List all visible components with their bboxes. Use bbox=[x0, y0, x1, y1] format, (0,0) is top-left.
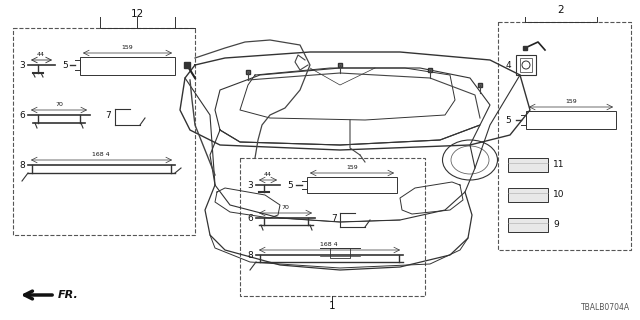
Text: FR.: FR. bbox=[58, 290, 79, 300]
Text: 3: 3 bbox=[247, 180, 253, 189]
Bar bbox=[526, 111, 616, 129]
Text: 70: 70 bbox=[281, 205, 289, 210]
Text: 8: 8 bbox=[19, 161, 25, 170]
Text: 159: 159 bbox=[565, 99, 577, 104]
Bar bbox=[516, 55, 536, 75]
Text: 11: 11 bbox=[553, 159, 564, 169]
Text: 8: 8 bbox=[247, 251, 253, 260]
Text: 12: 12 bbox=[131, 9, 143, 19]
Bar bbox=[498, 22, 631, 250]
Text: 5: 5 bbox=[505, 116, 511, 124]
Text: 2: 2 bbox=[557, 5, 564, 15]
Text: 5: 5 bbox=[62, 60, 68, 69]
Text: 10: 10 bbox=[553, 189, 564, 198]
Text: 168 4: 168 4 bbox=[320, 242, 338, 247]
Text: 70: 70 bbox=[55, 102, 63, 107]
Text: TBALB0704A: TBALB0704A bbox=[581, 303, 630, 312]
Bar bbox=[307, 177, 397, 193]
Text: 4: 4 bbox=[505, 60, 511, 69]
Text: 6: 6 bbox=[247, 213, 253, 222]
Bar bbox=[80, 57, 175, 75]
Text: 7: 7 bbox=[105, 110, 111, 119]
Text: 1: 1 bbox=[329, 301, 335, 311]
Text: 44: 44 bbox=[37, 52, 45, 57]
FancyBboxPatch shape bbox=[508, 218, 548, 232]
Bar bbox=[240, 158, 425, 296]
Text: 168 4: 168 4 bbox=[92, 152, 110, 157]
Text: 5: 5 bbox=[287, 180, 293, 189]
Bar bbox=[330, 248, 350, 258]
Text: 3: 3 bbox=[19, 60, 25, 69]
FancyBboxPatch shape bbox=[508, 158, 548, 172]
Bar bbox=[520, 58, 532, 72]
FancyBboxPatch shape bbox=[508, 188, 548, 202]
Ellipse shape bbox=[522, 61, 530, 69]
Text: 7: 7 bbox=[331, 213, 337, 222]
Bar bbox=[13, 28, 195, 235]
Text: 6: 6 bbox=[19, 110, 25, 119]
Text: 9: 9 bbox=[553, 220, 559, 228]
Text: 44: 44 bbox=[264, 172, 272, 177]
Text: 159: 159 bbox=[346, 165, 358, 170]
Text: 159: 159 bbox=[121, 45, 133, 50]
